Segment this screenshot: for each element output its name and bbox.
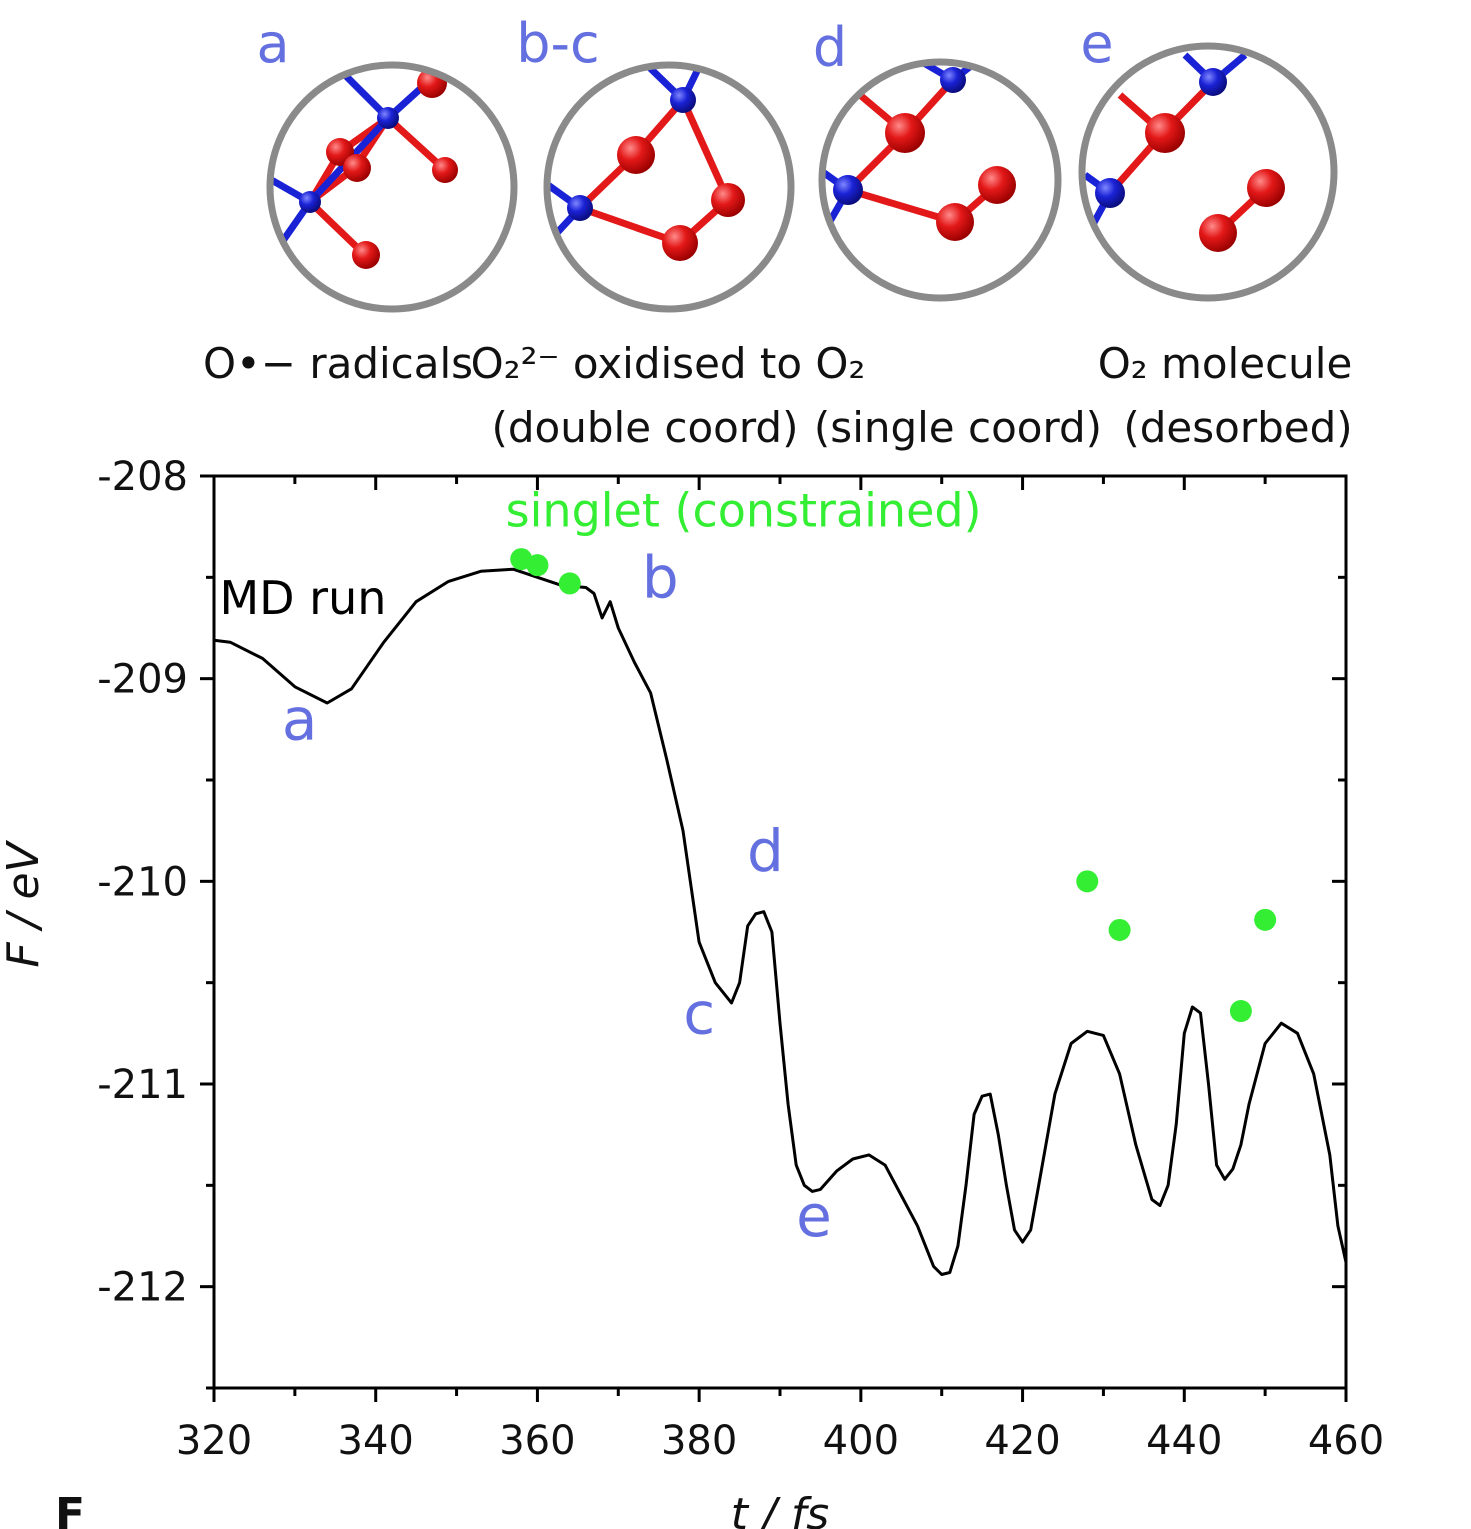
annotation-label: MD run (219, 571, 386, 625)
y-tick-label: -211 (97, 1062, 188, 1108)
inset-b-c (543, 61, 795, 313)
x-tick-label: 420 (984, 1418, 1060, 1464)
x-tick-label: 380 (661, 1418, 737, 1464)
inset-a (266, 61, 518, 313)
annotation-label: a (282, 685, 318, 753)
singlet-point (558, 572, 581, 595)
singlet-point (1076, 870, 1099, 893)
annotation-label: e (796, 1182, 832, 1250)
x-tick-label: 440 (1146, 1418, 1222, 1464)
inset-letter-d: d (813, 16, 847, 79)
inset-letter-e: e (1080, 12, 1113, 75)
x-axis-title: t / fs (731, 1489, 829, 1529)
singlet-point (526, 554, 549, 577)
md-run-line (213, 567, 1348, 1276)
annotation-label: singlet (constrained) (506, 484, 982, 538)
x-tick-labels: 320 340 360 380 400 420 440 460 (176, 1418, 1384, 1464)
inset-d (818, 58, 1062, 302)
y-tick-label: -208 (97, 454, 188, 500)
axis-ticks (200, 474, 1348, 1402)
y-tick-label: -212 (97, 1265, 188, 1311)
x-tick-label: 400 (823, 1418, 899, 1464)
caption-b-c-line1: O₂²⁻ oxidised to O₂ (471, 339, 866, 388)
x-tick-label: 460 (1308, 1418, 1384, 1464)
annotation-layer: MD run a b c d e singlet (constrained) (219, 484, 981, 1250)
singlet-point (1108, 918, 1131, 941)
panel-label: F (55, 1489, 85, 1529)
caption-d-line2: (single coord) (814, 403, 1102, 452)
inset-letter-a: a (256, 12, 289, 75)
singlet-point (1254, 908, 1277, 931)
caption-b-c-line2: (double coord) (492, 403, 799, 452)
singlet-point (1229, 1000, 1252, 1023)
annotation-label: c (683, 979, 715, 1047)
plot-area: 320 340 360 380 400 420 440 460 -208 -209 -210 -21… (97, 454, 1384, 1464)
y-tick-label: -210 (97, 859, 188, 905)
y-axis-title: F / eV (0, 839, 49, 967)
y-tick-label: -209 (97, 657, 188, 703)
series-layer (213, 548, 1348, 1276)
annotation-label: b (642, 544, 679, 612)
caption-e-line2: (desorbed) (1123, 403, 1352, 452)
x-tick-label: 320 (176, 1418, 252, 1464)
inset-letter-b-c: b-c (516, 12, 599, 75)
inset-e (1078, 42, 1338, 302)
x-tick-label: 360 (499, 1418, 575, 1464)
caption-e-line1: O₂ molecule (1098, 339, 1353, 388)
y-tick-labels: -208 -209 -210 -211 -212 (97, 454, 188, 1311)
annotation-label: d (747, 817, 784, 885)
x-tick-label: 340 (338, 1418, 414, 1464)
caption-a-line1: O•− radicals (203, 339, 473, 388)
